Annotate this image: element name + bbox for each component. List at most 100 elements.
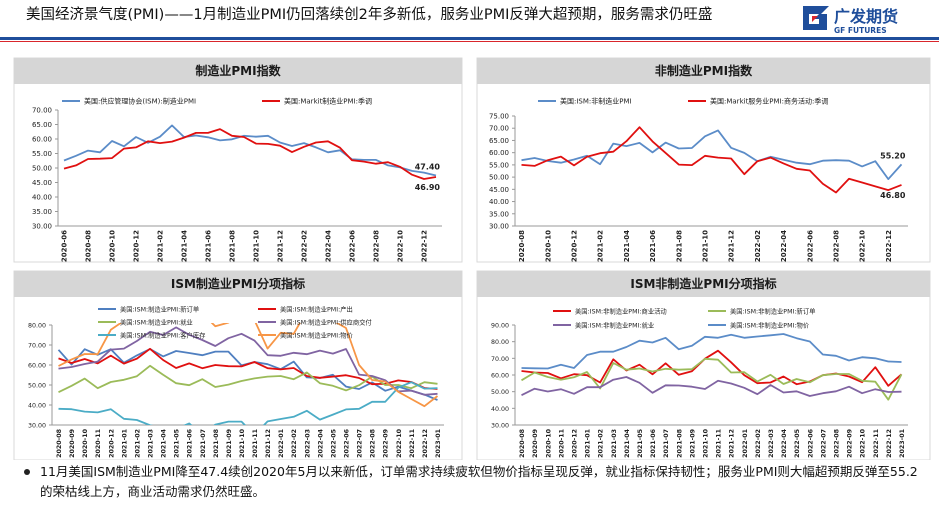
legend-label: 美国:ISM:制造业PMI:物价: [280, 331, 354, 340]
x-tick-label: 2022-08: [373, 230, 381, 262]
y-tick-label: 40.00: [489, 198, 509, 206]
x-tick-label: 2022-05: [794, 429, 801, 458]
legend-label: 美国:ISM:制造业PMI:就业: [120, 318, 193, 327]
x-tick-label: 2021-08: [213, 429, 220, 458]
y-tick-label: 60.00: [28, 363, 46, 370]
series-line: [521, 129, 903, 180]
y-tick-label: 45.00: [32, 179, 52, 187]
value-label: 47.40: [415, 163, 441, 172]
y-tick-label: 80.00: [28, 323, 46, 330]
plot: [57, 323, 439, 425]
x-tick-label: 2020-09: [532, 429, 539, 458]
x-tick-label: 2021-06: [649, 230, 657, 262]
x-tick-label: 2022-04: [780, 230, 788, 262]
x-tick-label: 2022-01: [278, 429, 285, 458]
x-tick-label: 2021-02: [157, 230, 165, 262]
x-tick-label: 2021-02: [134, 429, 141, 458]
y-tick-label: 60.00: [489, 149, 509, 157]
x-tick-label: 2022-12: [886, 429, 893, 458]
panel-title: ISM制造业PMI分项指标: [171, 276, 305, 291]
panel: [13, 57, 463, 263]
header-rule-red: [0, 41, 939, 42]
x-tick-label: 2021-02: [598, 429, 605, 458]
x-tick-label: 2020-12: [133, 230, 141, 262]
x-tick-label: 2021-12: [277, 230, 285, 262]
x-tick-label: 2022-04: [317, 428, 324, 458]
logo: 广发期货 GF FUTURES: [803, 6, 898, 35]
x-tick-label: 2021-05: [637, 429, 644, 458]
panel-header: [14, 58, 462, 84]
x-tick-label: 2021-09: [689, 429, 696, 458]
y-tick-label: 35.00: [489, 210, 509, 218]
x-tick-label: 2020-08: [85, 230, 93, 262]
y-tick-label: 60.00: [32, 136, 52, 144]
y-tick-label: 30.00: [28, 423, 46, 430]
x-tick-label: 2021-04: [161, 428, 168, 458]
x-tick-label: 2021-11: [716, 429, 723, 458]
slide: 美国经济景气度(PMI)——1月制造业PMI仍回落续创2年多新低，服务业PMI反…: [0, 6, 939, 460]
x-tick-label: 2021-03: [611, 429, 618, 458]
y-tick-label: 50.00: [491, 389, 509, 396]
y-tick-label: 70.00: [32, 107, 52, 115]
y-tick-label: 35.00: [32, 208, 52, 216]
y-tick-label: 45.00: [489, 186, 509, 194]
legend-label: 美国:ISM:制造业PMI:新订单: [120, 305, 199, 314]
x-tick-label: 2021-02: [597, 230, 605, 262]
legend-label: 美国:ISM:非制造业PMI:就业: [575, 321, 654, 330]
x-tick-label: 2021-01: [585, 429, 592, 458]
panel: [476, 270, 931, 460]
legend-label: 美国:ISM:非制造业PMI:商业活动: [575, 307, 667, 316]
y-tick-label: 55.00: [489, 161, 509, 169]
x-tick-label: 2021-09: [226, 429, 233, 458]
x-tick-label: 2022-03: [304, 429, 311, 458]
x-tick-label: 2021-06: [650, 428, 657, 458]
logo-text: 广发期货: [834, 7, 898, 26]
y-tick-label: 50.00: [489, 174, 509, 182]
plot: [521, 333, 903, 401]
series-line: [58, 323, 439, 408]
y-tick-label: 75.00: [489, 113, 509, 121]
x-tick-label: 2022-06: [807, 428, 814, 458]
y-tick-label: 65.00: [32, 121, 52, 129]
x-tick-label: 2022-11: [873, 429, 880, 458]
y-tick-label: 30.00: [489, 223, 509, 231]
x-tick-label: 2021-06: [205, 230, 213, 262]
legend-label: 美国:Markit制造业PMI:季调: [284, 97, 372, 106]
y-tick-label: 30.00: [491, 423, 509, 430]
x-tick-label: 2021-12: [265, 429, 272, 458]
series-line: [58, 364, 438, 394]
series-line: [521, 333, 902, 370]
x-tick-label: 2021-07: [663, 429, 670, 458]
series-line: [521, 376, 902, 397]
x-tick-label: 2021-04: [623, 230, 631, 262]
y-tick-label: 50.00: [32, 165, 52, 173]
x-tick-label: 2021-04: [624, 428, 631, 458]
x-tick-label: 2021-11: [252, 429, 259, 458]
note: 11月美国ISM制造业PMI降至47.4续创2020年5月以来新低，订单需求持续…: [40, 464, 918, 499]
x-tick-label: 2020-11: [95, 429, 102, 458]
series-line: [58, 347, 438, 390]
panel-title: ISM非制造业PMI分项指标: [630, 276, 776, 291]
slide-title: 美国经济景气度(PMI)——1月制造业PMI仍回落续创2年多新低，服务业PMI反…: [26, 6, 712, 23]
x-tick-label: 2021-12: [728, 230, 736, 262]
panel-header: [14, 271, 462, 297]
x-tick-label: 2020-12: [570, 230, 578, 262]
series-line: [63, 124, 437, 177]
x-tick-label: 2022-09: [383, 429, 390, 458]
y-tick-label: 65.00: [489, 137, 509, 145]
x-tick-label: 2022-02: [301, 230, 309, 262]
y-tick-label: 40.00: [32, 194, 52, 202]
bullet: [24, 469, 30, 475]
x-tick-label: 2020-12: [108, 429, 115, 458]
x-tick-label: 2021-03: [148, 429, 155, 458]
x-tick-label: 2021-04: [181, 230, 189, 262]
panel-title: 非制造业PMI指数: [655, 63, 753, 78]
series-line: [521, 126, 902, 194]
legend-label: 美国:ISM:制造业PMI:客户库存: [120, 331, 206, 340]
x-tick-label: 2022-10: [859, 230, 867, 262]
plot: [63, 124, 437, 180]
x-tick-label: 2022-08: [833, 429, 840, 458]
logo-sub: GF FUTURES: [834, 26, 887, 35]
legend-label: 美国:ISM:制造业PMI:供应商交付: [280, 318, 372, 327]
x-tick-label: 2022-09: [847, 429, 854, 458]
